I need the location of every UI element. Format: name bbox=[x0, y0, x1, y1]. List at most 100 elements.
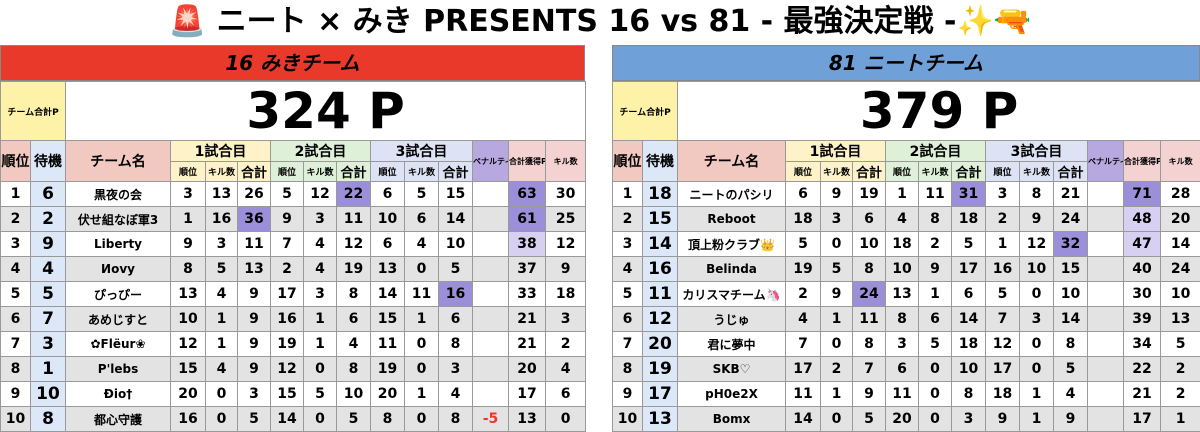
cell: 10 bbox=[371, 207, 405, 232]
cell: 5 bbox=[1054, 357, 1088, 382]
cell: 16 bbox=[643, 257, 678, 282]
cell: 3 bbox=[952, 407, 986, 432]
cell: 2 bbox=[786, 282, 821, 307]
cell: 40 bbox=[1124, 257, 1161, 282]
cell: 4 bbox=[1, 257, 31, 282]
cell: 6 bbox=[786, 182, 821, 207]
cell: 10 bbox=[171, 307, 206, 332]
game-header: 3試合目 bbox=[986, 141, 1088, 162]
cell: 9 bbox=[821, 182, 853, 207]
cell: 1 bbox=[1020, 407, 1054, 432]
sub-header: 合計 bbox=[337, 162, 371, 182]
cell: 5 bbox=[304, 382, 337, 407]
cell: 4 bbox=[439, 382, 473, 407]
cell: 61 bbox=[509, 207, 546, 232]
team-name: ニートのパシリ bbox=[678, 182, 786, 207]
cell: 7 bbox=[986, 307, 1020, 332]
team-name: Belinda bbox=[678, 257, 786, 282]
cell: 6 bbox=[1, 307, 31, 332]
cell: 2 bbox=[271, 257, 304, 282]
cell: 2 bbox=[986, 207, 1020, 232]
cell: 5 bbox=[405, 182, 439, 207]
team-name: 伏せ組なぼ軍3 bbox=[66, 207, 171, 232]
cell: 1 bbox=[405, 307, 439, 332]
cell: 1 bbox=[206, 307, 238, 332]
cell: 8 bbox=[439, 332, 473, 357]
cell: 6 bbox=[613, 307, 643, 332]
sub-header: キル数 bbox=[304, 162, 337, 182]
cell: 6 bbox=[371, 182, 405, 207]
cell: 4 bbox=[337, 332, 371, 357]
cell: 9 bbox=[1054, 407, 1088, 432]
cell: 47 bbox=[1124, 232, 1161, 257]
cell: 8 bbox=[371, 407, 405, 432]
cell: 7 bbox=[786, 332, 821, 357]
header-row: 順位待機チーム名1試合目2試合目3試合目ペナルティ合計獲得Pキル数 bbox=[613, 141, 1200, 162]
sub-header: 合計 bbox=[439, 162, 473, 182]
cell bbox=[473, 307, 509, 332]
cell: 5 bbox=[786, 232, 821, 257]
cell: 48 bbox=[1124, 207, 1161, 232]
cell: 11 bbox=[337, 207, 371, 232]
cell: 12 bbox=[171, 332, 206, 357]
cell bbox=[1088, 357, 1124, 382]
cell: 8 bbox=[886, 307, 919, 332]
game-header: 2試合目 bbox=[271, 141, 371, 162]
cell: 16 bbox=[171, 407, 206, 432]
cell: 28 bbox=[1161, 182, 1200, 207]
cell: 9 bbox=[238, 332, 271, 357]
cell: 9 bbox=[1020, 207, 1054, 232]
cell: 10 bbox=[1, 407, 31, 432]
cell: 17 bbox=[643, 382, 678, 407]
team-name: Reboot bbox=[678, 207, 786, 232]
cell: 33 bbox=[509, 282, 546, 307]
cell: 0 bbox=[821, 232, 853, 257]
cell: 22 bbox=[337, 182, 371, 207]
cell: 2 bbox=[1, 207, 31, 232]
cell bbox=[473, 282, 509, 307]
cell: 9 bbox=[238, 282, 271, 307]
cell: 3 bbox=[238, 382, 271, 407]
cell: 17 bbox=[1124, 407, 1161, 432]
team-name: ✿Flëur❀ bbox=[66, 332, 171, 357]
cell: 5 bbox=[31, 282, 66, 307]
header-row: 順位待機チーム名1試合目2試合目3試合目ペナルティ合計獲得Pキル数 bbox=[1, 141, 586, 162]
cell: 0 bbox=[1020, 332, 1054, 357]
cell bbox=[473, 182, 509, 207]
cell: 4 bbox=[1054, 382, 1088, 407]
cell: 12 bbox=[304, 182, 337, 207]
sub-header: 合計 bbox=[1054, 162, 1088, 182]
cell: 8 bbox=[337, 282, 371, 307]
cell: 14 bbox=[1054, 307, 1088, 332]
cell: 10 bbox=[1054, 282, 1088, 307]
sub-header: 順位 bbox=[171, 162, 206, 182]
team-header: チーム名 bbox=[66, 141, 171, 182]
cell: 7 bbox=[853, 357, 886, 382]
cell: 8 bbox=[1020, 182, 1054, 207]
game-header: 1試合目 bbox=[786, 141, 886, 162]
cell: 21 bbox=[509, 307, 546, 332]
cell: 7 bbox=[613, 332, 643, 357]
sub-header: 合計 bbox=[952, 162, 986, 182]
cell: 10 bbox=[853, 232, 886, 257]
cell bbox=[1088, 207, 1124, 232]
cell: 16 bbox=[986, 257, 1020, 282]
cell: 5 bbox=[206, 257, 238, 282]
cell: 18 bbox=[952, 332, 986, 357]
cell: 4 bbox=[405, 232, 439, 257]
cell: 14 bbox=[371, 282, 405, 307]
cell: 1 bbox=[1020, 382, 1054, 407]
cell: 6 bbox=[371, 232, 405, 257]
cell: 22 bbox=[1124, 357, 1161, 382]
cell: 18 bbox=[986, 382, 1020, 407]
cell: 14 bbox=[786, 407, 821, 432]
cell: 3 bbox=[304, 282, 337, 307]
game-header: 1試合目 bbox=[171, 141, 271, 162]
kills-header: キル数 bbox=[546, 141, 586, 182]
cell: 3 bbox=[886, 332, 919, 357]
